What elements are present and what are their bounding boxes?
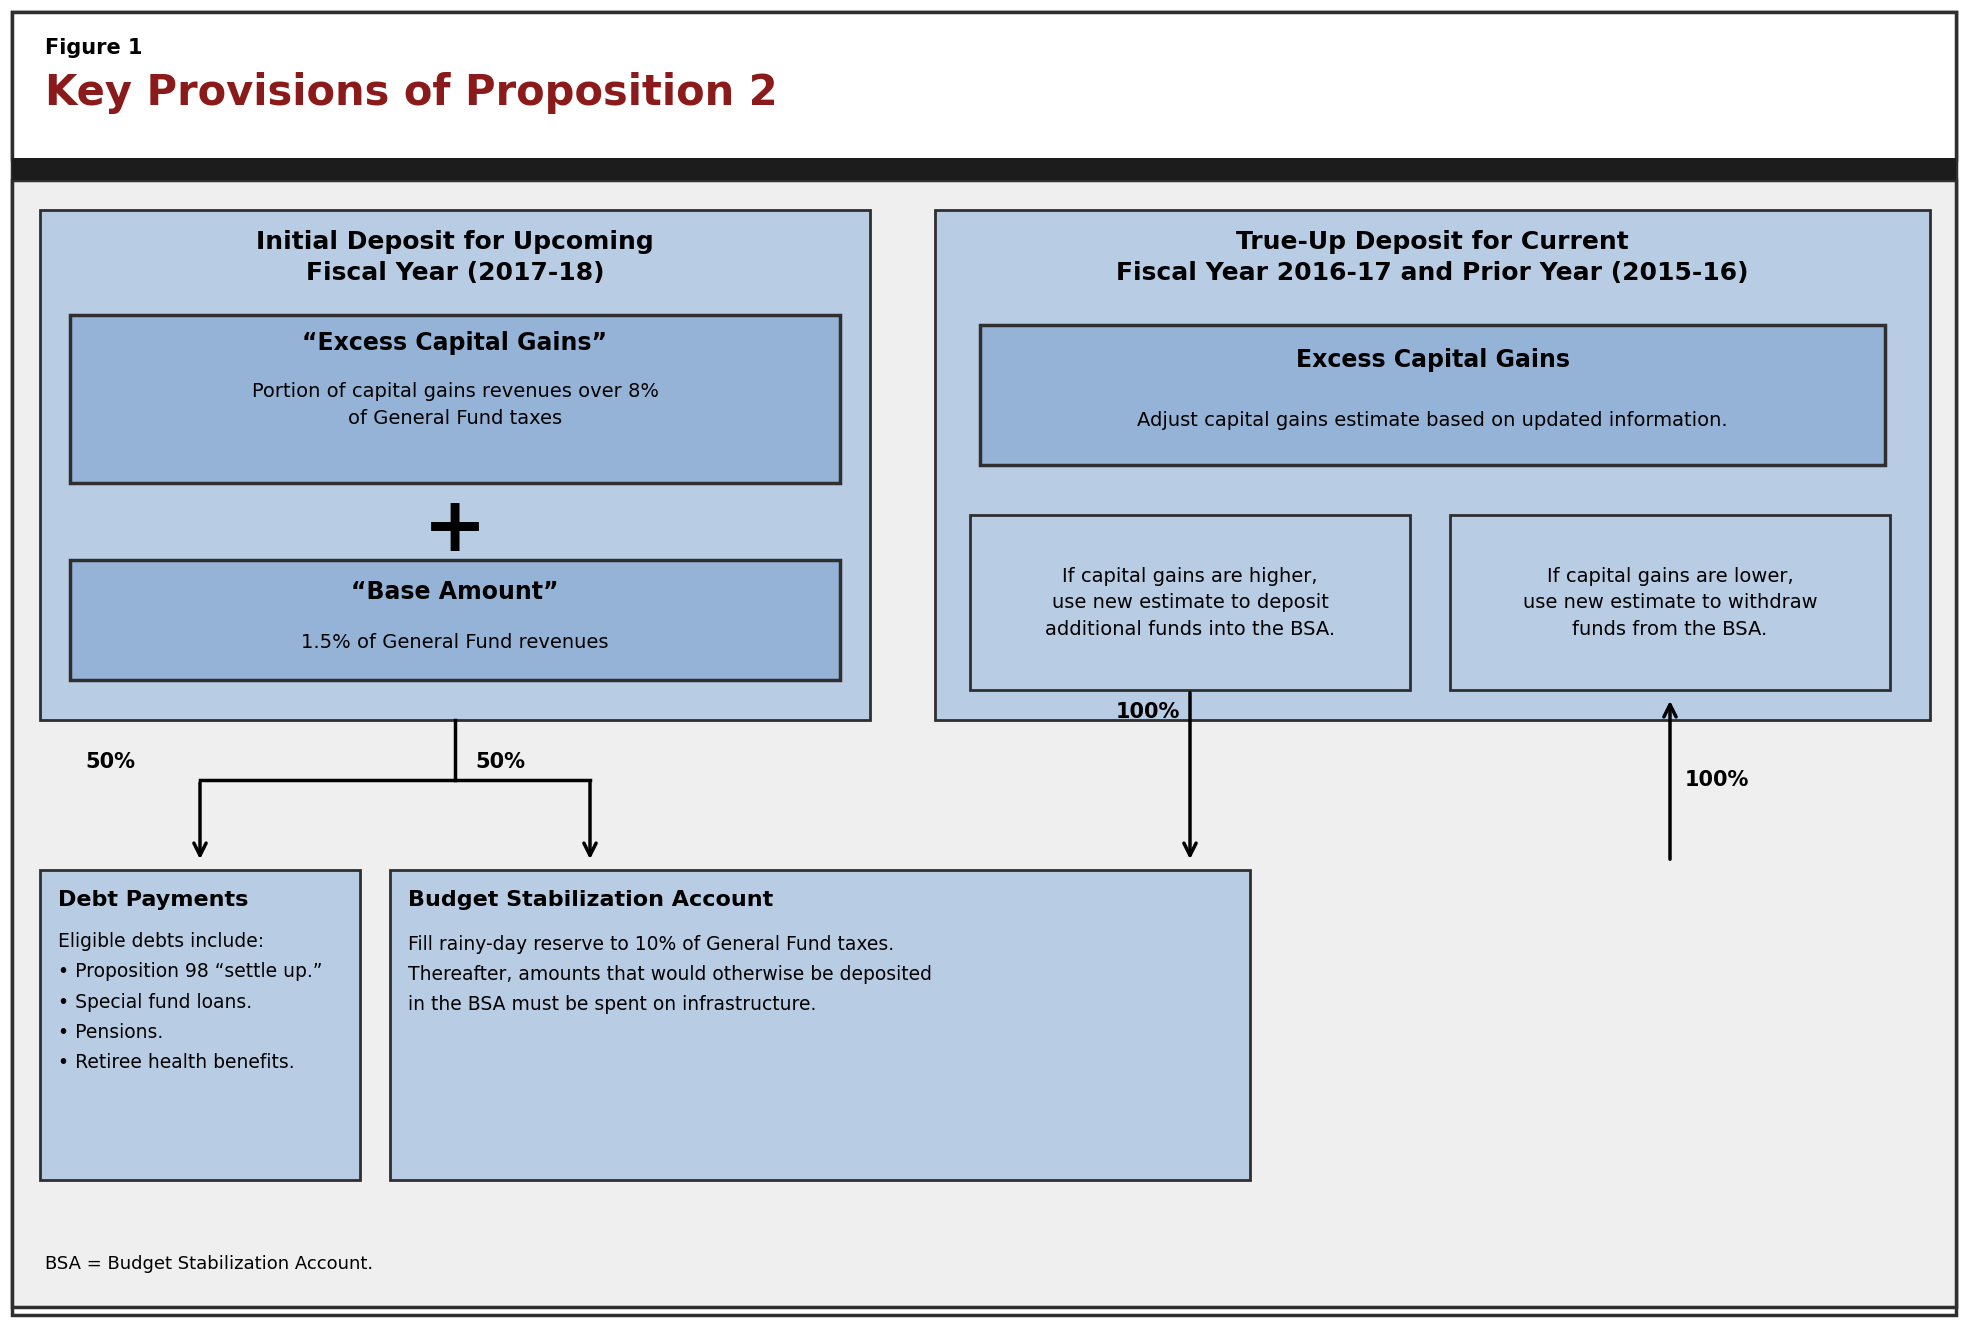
Text: Key Provisions of Proposition 2: Key Provisions of Proposition 2 xyxy=(45,72,777,114)
Bar xyxy=(970,515,1409,690)
Text: 50%: 50% xyxy=(85,752,136,772)
Bar xyxy=(12,180,1956,1307)
Text: 1.5% of General Fund revenues: 1.5% of General Fund revenues xyxy=(301,633,608,652)
Text: Portion of capital gains revenues over 8%
of General Fund taxes: Portion of capital gains revenues over 8… xyxy=(252,382,659,427)
Bar xyxy=(39,210,870,721)
Text: Eligible debts include:
• Proposition 98 “settle up.”
• Special fund loans.
• Pe: Eligible debts include: • Proposition 98… xyxy=(57,932,323,1072)
Bar xyxy=(12,158,1956,180)
Text: Excess Capital Gains: Excess Capital Gains xyxy=(1295,348,1570,372)
Bar xyxy=(71,314,840,483)
Bar xyxy=(12,12,1956,161)
Bar xyxy=(935,210,1931,721)
Text: Adjust capital gains estimate based on updated information.: Adjust capital gains estimate based on u… xyxy=(1138,410,1728,430)
Bar xyxy=(1450,515,1889,690)
Text: BSA = Budget Stabilization Account.: BSA = Budget Stabilization Account. xyxy=(45,1255,374,1273)
Bar xyxy=(980,325,1885,464)
Text: If capital gains are higher,
use new estimate to deposit
additional funds into t: If capital gains are higher, use new est… xyxy=(1045,567,1334,640)
Text: Fill rainy-day reserve to 10% of General Fund taxes.
Thereafter, amounts that wo: Fill rainy-day reserve to 10% of General… xyxy=(407,936,933,1015)
Text: “Base Amount”: “Base Amount” xyxy=(350,580,559,604)
Text: 50%: 50% xyxy=(474,752,525,772)
Text: 100%: 100% xyxy=(1685,770,1750,790)
Bar xyxy=(390,871,1250,1180)
Text: Debt Payments: Debt Payments xyxy=(57,890,248,910)
Text: Figure 1: Figure 1 xyxy=(45,38,142,58)
Text: If capital gains are lower,
use new estimate to withdraw
funds from the BSA.: If capital gains are lower, use new esti… xyxy=(1523,567,1816,640)
Bar xyxy=(39,871,360,1180)
Text: “Excess Capital Gains”: “Excess Capital Gains” xyxy=(303,330,608,356)
Text: Initial Deposit for Upcoming
Fiscal Year (2017-18): Initial Deposit for Upcoming Fiscal Year… xyxy=(256,230,653,285)
Bar xyxy=(71,560,840,679)
Text: 100%: 100% xyxy=(1116,702,1181,722)
Text: Budget Stabilization Account: Budget Stabilization Account xyxy=(407,890,773,910)
Text: True-Up Deposit for Current
Fiscal Year 2016-17 and Prior Year (2015-16): True-Up Deposit for Current Fiscal Year … xyxy=(1116,230,1750,285)
Text: +: + xyxy=(423,494,486,567)
